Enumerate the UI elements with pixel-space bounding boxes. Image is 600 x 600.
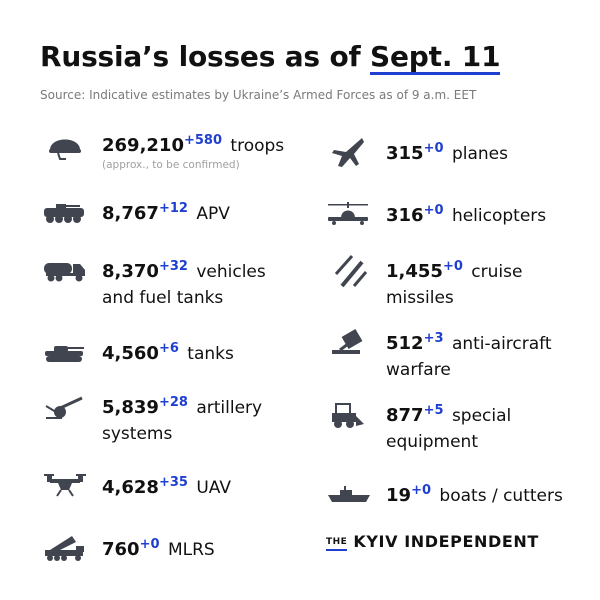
- stat-apv: 8,767+12 APV: [40, 196, 230, 230]
- stat-delta: +0: [411, 483, 432, 498]
- stat-label: vehicles and fuel tanks: [102, 262, 266, 308]
- stat-label: special equipment: [386, 406, 512, 452]
- stat-label: APV: [196, 204, 230, 224]
- stat-delta: +3: [423, 331, 444, 346]
- stat-delta: +0: [423, 203, 444, 218]
- fuel-truck-icon: [40, 254, 90, 288]
- stat-label: UAV: [196, 478, 231, 498]
- stat-value: 512: [386, 333, 424, 354]
- stat-delta: +580: [183, 133, 223, 148]
- stat-label: tanks: [187, 344, 234, 364]
- stat-vehicles: 8,370+32 vehicles and fuel tanks: [40, 254, 302, 311]
- artillery-icon: [40, 390, 90, 424]
- stat-helicopters: 316+0 helicopters: [324, 198, 546, 232]
- stat-delta: +0: [423, 141, 444, 156]
- page-title: Russia’s losses as of Sept. 11: [40, 40, 501, 75]
- helicopter-icon: [324, 198, 374, 232]
- stat-value: 8,370: [102, 261, 159, 282]
- stat-value: 760: [102, 539, 140, 560]
- stat-label: anti-aircraft warfare: [386, 334, 552, 380]
- stat-artillery: 5,839+28 artillery systems: [40, 390, 302, 447]
- anti-aircraft-icon: [324, 326, 374, 360]
- brand-name: KYIV INDEPENDENT: [353, 532, 539, 551]
- title-prefix: Russia’s losses as of: [40, 40, 361, 73]
- stat-value: 877: [386, 405, 424, 426]
- stat-value: 5,839: [102, 397, 159, 418]
- stat-delta: +5: [423, 403, 444, 418]
- stat-special-equipment: 877+5 special equipment: [324, 398, 576, 455]
- stat-value: 4,560: [102, 343, 159, 364]
- plane-icon: [324, 136, 374, 170]
- stat-uav: 4,628+35 UAV: [40, 470, 231, 504]
- stat-value: 315: [386, 143, 424, 164]
- stat-label: boats / cutters: [439, 486, 563, 506]
- stat-label: helicopters: [451, 206, 547, 226]
- stat-value: 269,210: [102, 135, 184, 156]
- apv-icon: [40, 196, 90, 230]
- title-date: Sept. 11: [370, 40, 501, 75]
- stat-delta: +32: [158, 259, 188, 274]
- stat-value: 1,455: [386, 261, 443, 282]
- drone-icon: [40, 470, 90, 504]
- stat-delta: +12: [158, 201, 188, 216]
- stat-delta: +35: [158, 475, 188, 490]
- stat-label: MLRS: [167, 540, 215, 560]
- stat-delta: +28: [158, 395, 188, 410]
- stat-label: cruise missiles: [386, 262, 523, 308]
- source-subtitle: Source: Indicative estimates by Ukraine’…: [40, 88, 477, 102]
- bulldozer-icon: [324, 398, 374, 432]
- stat-tanks: 4,560+6 tanks: [40, 336, 234, 370]
- stat-cruise-missiles: 1,455+0 cruise missiles: [324, 254, 566, 311]
- tank-icon: [40, 336, 90, 370]
- stat-label: troops: [230, 136, 285, 156]
- boat-icon: [324, 478, 374, 512]
- stat-delta: +0: [442, 259, 463, 274]
- stat-delta: +6: [158, 341, 179, 356]
- stat-delta: +0: [139, 537, 160, 552]
- stat-planes: 315+0 planes: [324, 136, 508, 170]
- brand-the: THE: [326, 536, 348, 551]
- stat-anti-aircraft: 512+3 anti-aircraft warfare: [324, 326, 576, 383]
- stat-value: 4,628: [102, 477, 159, 498]
- stat-troops: 269,210+580 troops (approx., to be confi…: [40, 128, 284, 171]
- mlrs-icon: [40, 532, 90, 566]
- stat-note: (approx., to be confirmed): [102, 159, 240, 171]
- helmet-icon: [40, 128, 90, 162]
- stat-value: 8,767: [102, 203, 159, 224]
- stat-boats: 19+0 boats / cutters: [324, 478, 563, 512]
- brand-logo: THE KYIV INDEPENDENT: [326, 532, 539, 551]
- stat-value: 316: [386, 205, 424, 226]
- stat-mlrs: 760+0 MLRS: [40, 532, 215, 566]
- stat-label: artillery systems: [102, 398, 263, 444]
- stat-label: planes: [451, 144, 508, 164]
- missiles-icon: [324, 254, 374, 288]
- stat-value: 19: [386, 485, 412, 506]
